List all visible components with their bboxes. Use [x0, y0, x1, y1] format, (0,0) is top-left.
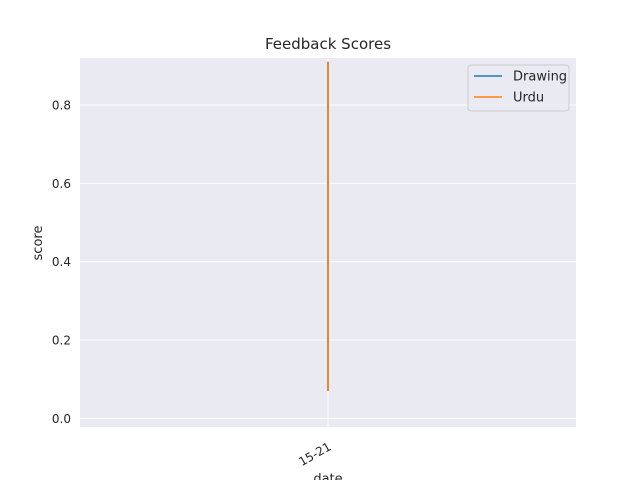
chart-title: Feedback Scores	[265, 35, 391, 53]
x-axis-ticks: 15-21	[296, 439, 333, 469]
y-tick-label: 0.6	[52, 177, 71, 191]
legend-label: Drawing	[513, 70, 567, 85]
x-tick-label: 15-21	[296, 439, 333, 469]
y-tick-label: 0.4	[52, 255, 71, 269]
legend: Drawing Urdu	[467, 64, 570, 112]
y-tick-label: 0.2	[52, 334, 71, 348]
x-axis-label: date	[313, 472, 342, 480]
y-axis-ticks: 0.0 0.2 0.4 0.6 0.8	[52, 99, 71, 426]
y-tick-label: 0.8	[52, 99, 71, 113]
y-axis-label: score	[31, 226, 46, 261]
y-tick-label: 0.0	[52, 412, 71, 426]
legend-label: Urdu	[513, 91, 544, 106]
